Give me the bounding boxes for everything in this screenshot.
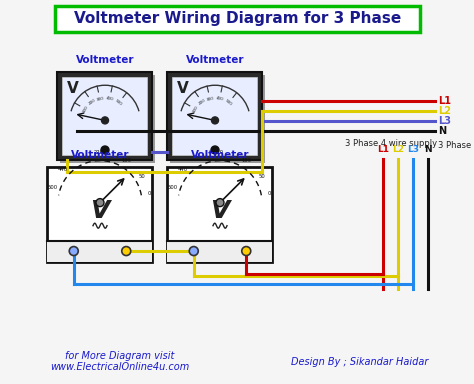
Text: Voltmeter: Voltmeter xyxy=(71,149,129,159)
Text: 500: 500 xyxy=(47,185,57,190)
FancyBboxPatch shape xyxy=(55,6,420,32)
FancyBboxPatch shape xyxy=(173,77,257,155)
Text: 300: 300 xyxy=(96,96,104,102)
Text: L2: L2 xyxy=(438,106,451,116)
Text: N: N xyxy=(424,145,432,154)
Text: Voltmeter Wiring Diagram for 3 Phase: Voltmeter Wiring Diagram for 3 Phase xyxy=(74,12,401,26)
Text: 50: 50 xyxy=(139,174,146,179)
Text: L3: L3 xyxy=(407,145,419,154)
Text: Voltmeter: Voltmeter xyxy=(76,55,134,65)
Text: L3: L3 xyxy=(438,116,451,126)
Text: 300: 300 xyxy=(206,96,214,102)
Text: 3 Phase 4 wire supply: 3 Phase 4 wire supply xyxy=(345,139,437,149)
Circle shape xyxy=(69,247,78,255)
Circle shape xyxy=(189,247,198,255)
Text: Voltmeter: Voltmeter xyxy=(186,55,244,65)
Text: 220: 220 xyxy=(213,150,223,155)
FancyBboxPatch shape xyxy=(61,75,155,163)
FancyBboxPatch shape xyxy=(57,72,153,160)
Text: 500: 500 xyxy=(167,185,177,190)
Text: 500: 500 xyxy=(224,99,233,107)
Circle shape xyxy=(242,247,251,255)
FancyBboxPatch shape xyxy=(167,241,273,262)
Text: L2: L2 xyxy=(392,145,404,154)
Text: V: V xyxy=(91,199,109,223)
Text: 100: 100 xyxy=(192,105,200,114)
Text: Design By ; Sikandar Haidar: Design By ; Sikandar Haidar xyxy=(292,357,428,367)
Circle shape xyxy=(101,117,109,124)
Text: V: V xyxy=(66,81,78,96)
Circle shape xyxy=(216,199,224,207)
Circle shape xyxy=(101,146,109,154)
Text: 400: 400 xyxy=(215,96,224,101)
Text: 100: 100 xyxy=(241,158,252,163)
Text: N: N xyxy=(438,126,446,136)
Text: 100: 100 xyxy=(82,105,90,114)
Text: www.ElectricalOnline4u.com: www.ElectricalOnline4u.com xyxy=(50,362,190,372)
Circle shape xyxy=(96,199,104,207)
Text: Voltmeter: Voltmeter xyxy=(191,149,249,159)
Circle shape xyxy=(122,247,131,255)
Text: 220: 220 xyxy=(93,150,103,155)
Text: 200: 200 xyxy=(88,98,97,106)
FancyBboxPatch shape xyxy=(167,167,273,262)
Circle shape xyxy=(211,117,219,124)
Text: for More Diagram visit: for More Diagram visit xyxy=(65,351,175,361)
Text: V: V xyxy=(210,199,230,223)
Text: 100: 100 xyxy=(121,158,132,163)
Text: 440: 440 xyxy=(58,167,68,172)
FancyBboxPatch shape xyxy=(63,77,147,155)
Text: 3 Phase 4 wire supply: 3 Phase 4 wire supply xyxy=(438,141,474,149)
Text: 500: 500 xyxy=(114,99,123,107)
FancyBboxPatch shape xyxy=(167,72,263,160)
Text: 0: 0 xyxy=(147,191,151,197)
Text: 400: 400 xyxy=(105,96,114,101)
FancyBboxPatch shape xyxy=(171,75,265,163)
FancyBboxPatch shape xyxy=(47,241,153,262)
Text: 200: 200 xyxy=(198,98,207,106)
Text: 0: 0 xyxy=(267,191,271,197)
Text: L1: L1 xyxy=(377,145,389,154)
Circle shape xyxy=(211,146,219,154)
FancyBboxPatch shape xyxy=(47,167,153,262)
Text: V: V xyxy=(176,81,188,96)
Text: 440: 440 xyxy=(178,167,188,172)
Text: L1: L1 xyxy=(438,96,451,106)
Text: 50: 50 xyxy=(259,174,266,179)
